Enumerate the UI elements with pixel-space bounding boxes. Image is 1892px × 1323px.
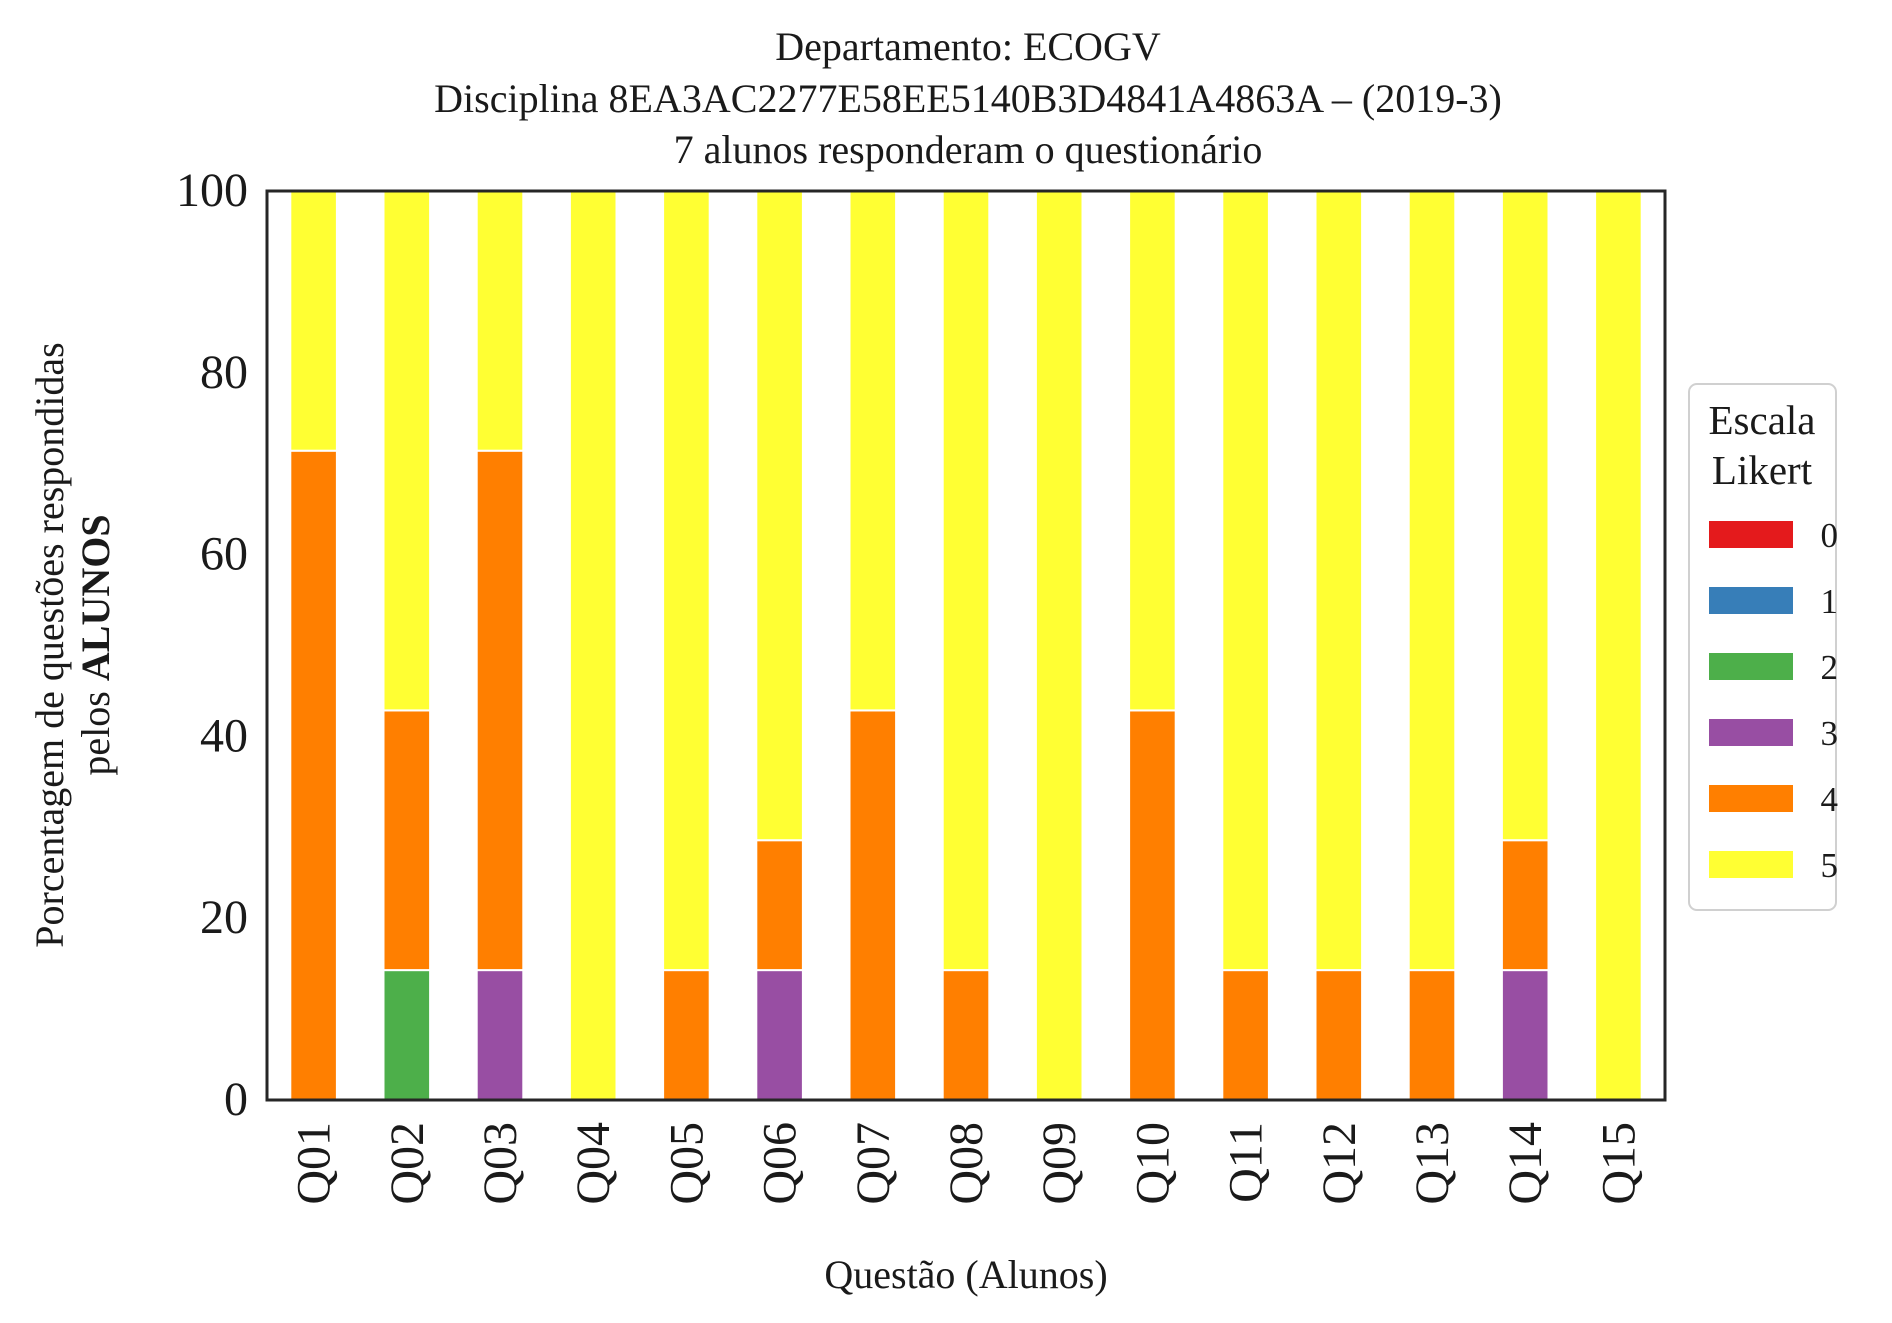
y-tick-label: 100 [176, 164, 248, 217]
y-axis-label: Porcentagem de questões respondidas pelo… [27, 342, 118, 947]
legend-label-5: 5 [1821, 846, 1839, 885]
x-axis-label: Questão (Alunos) [824, 1252, 1107, 1297]
bar-q02-likert-4 [382, 709, 432, 972]
bar-q11-likert-4 [1221, 969, 1270, 1101]
x-tick-label: Q08 [940, 1122, 993, 1205]
legend-items: 0 1 2 3 4 5 [1709, 516, 1838, 885]
bar-q09-likert-5 [1034, 190, 1084, 1101]
legend-swatch-1 [1709, 587, 1793, 614]
y-axis-label-line-2: pelos ALUNOS [73, 514, 118, 775]
y-tick-label: 40 [200, 709, 248, 762]
legend-swatch-0 [1709, 521, 1793, 548]
x-tick-label: Q13 [1406, 1122, 1459, 1205]
x-tick-label: Q05 [660, 1122, 713, 1205]
x-tick-label: Q02 [381, 1122, 434, 1205]
bar-q10-likert-5 [1128, 190, 1177, 712]
y-axis-ticks: 0 20 40 60 80 100 [176, 164, 248, 1126]
bar-q05-likert-5 [662, 190, 711, 972]
bar-q08-likert-4 [941, 969, 991, 1101]
chart-title-line-1: Departamento: ECOGV [775, 24, 1161, 69]
bar-stacks [289, 189, 1643, 1101]
chart-title-line-3: 7 alunos responderam o questionário [674, 127, 1263, 172]
bar-q14-likert-5 [1500, 189, 1550, 842]
x-tick-label: Q11 [1220, 1122, 1273, 1203]
bar-q10-likert-4 [1128, 709, 1177, 1101]
bar-q14-likert-3 [1500, 969, 1550, 1101]
bar-q02-likert-2 [382, 969, 432, 1101]
legend-label-1: 1 [1821, 582, 1839, 621]
legend-label-2: 2 [1821, 648, 1839, 687]
chart-title-line-2: Disciplina 8EA3AC2277E58EE5140B3D4841A48… [434, 76, 1502, 121]
legend-title-line-2: Likert [1712, 447, 1813, 493]
bar-q15-likert-5 [1594, 190, 1643, 1101]
x-tick-label: Q09 [1033, 1122, 1086, 1205]
legend-label-0: 0 [1821, 516, 1839, 555]
bar-q01-likert-5 [289, 190, 338, 452]
x-tick-label: Q14 [1499, 1122, 1552, 1205]
y-axis-label-line-1: Porcentagem de questões respondidas [27, 342, 72, 947]
x-tick-label: Q04 [567, 1122, 620, 1205]
bar-q02-likert-5 [382, 190, 432, 712]
legend-frame [1688, 383, 1837, 911]
bar-q03-likert-4 [475, 449, 525, 972]
bar-q01-likert-4 [289, 449, 338, 1101]
chart-title: Departamento: ECOGV Disciplina 8EA3AC227… [434, 24, 1502, 172]
legend-swatch-4 [1709, 785, 1793, 812]
x-tick-label: Q10 [1126, 1122, 1179, 1205]
y-tick-label: 60 [200, 528, 248, 581]
x-tick-label: Q06 [754, 1122, 807, 1205]
bar-q06-likert-3 [755, 969, 804, 1101]
y-tick-label: 0 [224, 1073, 248, 1126]
bar-q05-likert-4 [662, 969, 711, 1101]
legend-swatch-5 [1709, 851, 1793, 878]
bar-q11-likert-5 [1221, 190, 1270, 972]
x-tick-label: Q15 [1592, 1122, 1645, 1205]
y-axis-label-line-2-prefix: pelos [73, 681, 118, 775]
bar-q03-likert-5 [475, 190, 525, 452]
bar-q12-likert-4 [1314, 969, 1364, 1101]
x-tick-label: Q12 [1313, 1122, 1366, 1205]
x-axis-ticks: Q01 Q02 Q03 Q04 Q05 Q06 Q07 Q08 Q09 Q10 Q11 Q12 Q13 Q… [288, 1122, 1646, 1205]
x-tick-label: Q01 [288, 1122, 341, 1205]
bar-q03-likert-3 [475, 969, 525, 1101]
legend-title-line-1: Escala [1709, 397, 1816, 443]
legend-swatch-2 [1709, 653, 1793, 680]
bar-q14-likert-4 [1500, 839, 1550, 972]
bar-q12-likert-5 [1314, 190, 1364, 972]
y-tick-label: 80 [200, 346, 248, 399]
bar-q07-likert-5 [848, 190, 898, 712]
y-axis-label-line-2-bold: ALUNOS [73, 514, 118, 681]
plot-frame [265, 189, 1667, 1102]
legend-swatch-3 [1709, 719, 1793, 746]
bar-q13-likert-4 [1407, 969, 1457, 1101]
bar-q04-likert-5 [568, 190, 618, 1101]
legend-label-4: 4 [1821, 780, 1839, 819]
bar-q06-likert-4 [755, 839, 804, 972]
x-tick-label: Q07 [847, 1122, 900, 1205]
bar-q13-likert-5 [1407, 190, 1457, 972]
legend-label-3: 3 [1821, 714, 1839, 753]
y-tick-label: 20 [200, 891, 248, 944]
x-tick-label: Q03 [474, 1122, 527, 1205]
bar-q08-likert-5 [941, 190, 991, 972]
bar-q06-likert-5 [755, 189, 804, 842]
legend: Escala Likert 0 1 2 3 4 5 [1688, 383, 1838, 911]
bar-q07-likert-4 [848, 709, 898, 1101]
